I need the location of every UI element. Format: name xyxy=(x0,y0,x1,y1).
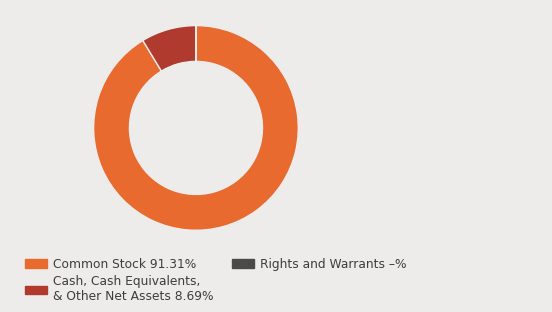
Wedge shape xyxy=(143,26,196,71)
Wedge shape xyxy=(94,26,298,230)
Legend: Common Stock 91.31%, Cash, Cash Equivalents,
& Other Net Assets 8.69%, Rights an: Common Stock 91.31%, Cash, Cash Equivale… xyxy=(23,255,409,306)
